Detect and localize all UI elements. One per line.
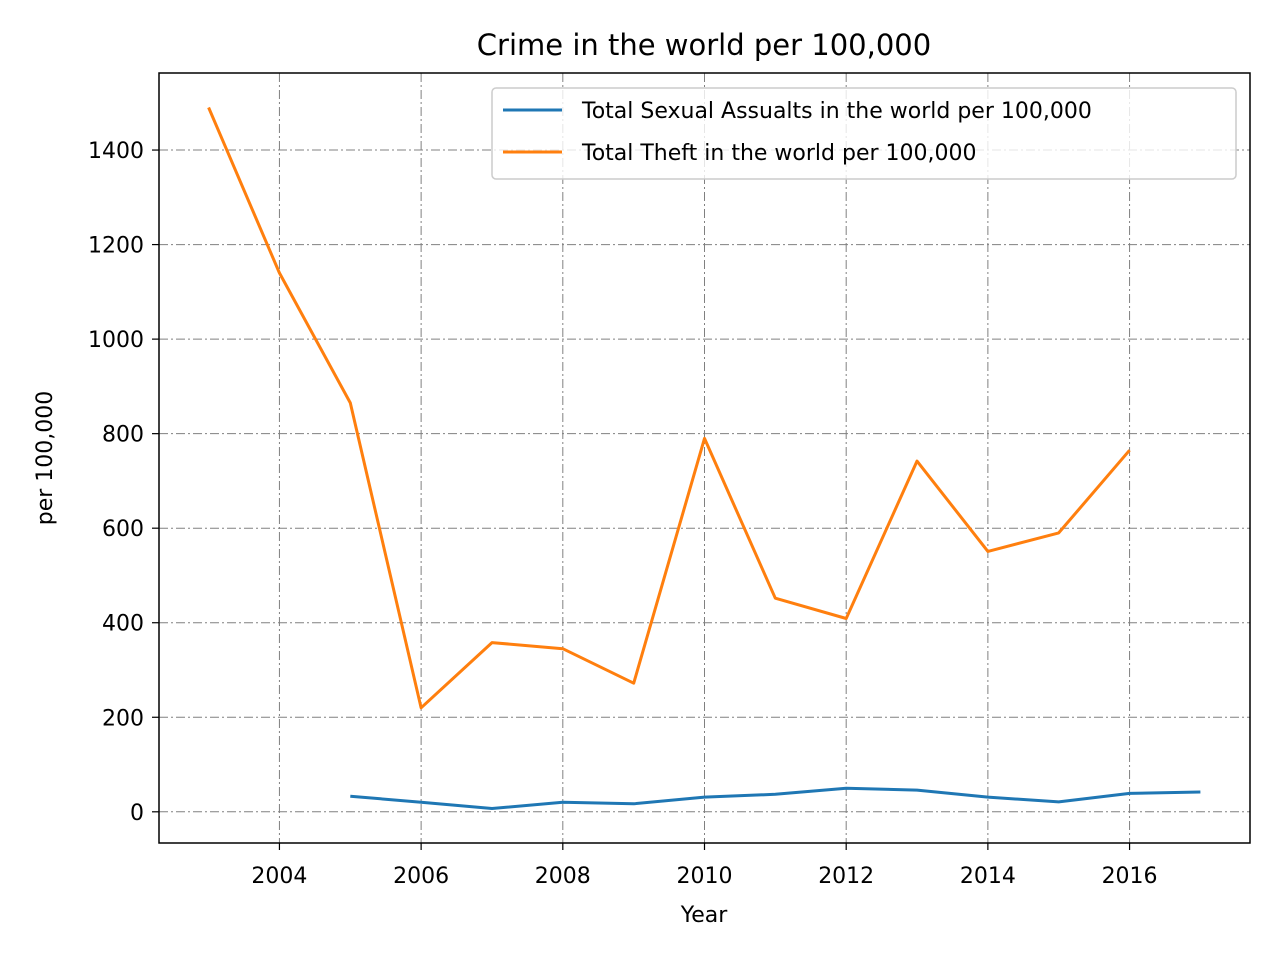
legend-label-sexual-assaults: Total Sexual Assualts in the world per 1… bbox=[581, 99, 1092, 124]
series-line-1 bbox=[207, 106, 1131, 710]
y-axis-ticks: 0 200 400 600 800 1000 1200 1400 bbox=[88, 139, 159, 826]
x-tick-label: 2012 bbox=[818, 864, 874, 889]
series-line-0 bbox=[350, 786, 1201, 810]
chart-title: Crime in the world per 100,000 bbox=[477, 28, 931, 62]
y-tick-label: 1000 bbox=[88, 328, 144, 353]
x-axis-label: Year bbox=[680, 903, 729, 928]
legend-box bbox=[491, 87, 1237, 180]
x-tick-label: 2008 bbox=[535, 864, 591, 889]
x-tick-label: 2010 bbox=[677, 864, 733, 889]
y-tick-label: 1200 bbox=[88, 234, 144, 259]
y-tick-label: 400 bbox=[102, 612, 144, 637]
y-tick-label: 0 bbox=[130, 801, 144, 826]
y-tick-label: 200 bbox=[102, 706, 144, 731]
x-tick-label: 2006 bbox=[393, 864, 449, 889]
legend: Total Sexual Assualts in the world per 1… bbox=[491, 87, 1237, 180]
x-axis-ticks: 2004 2006 2008 2010 2012 2014 2016 bbox=[251, 843, 1158, 889]
x-tick-label: 2014 bbox=[960, 864, 1016, 889]
legend-label-theft: Total Theft in the world per 100,000 bbox=[581, 141, 977, 166]
y-axis-label: per 100,000 bbox=[33, 391, 58, 526]
y-tick-label: 800 bbox=[102, 423, 144, 448]
x-tick-label: 2004 bbox=[251, 864, 307, 889]
x-tick-label: 2016 bbox=[1102, 864, 1158, 889]
y-tick-label: 1400 bbox=[88, 139, 144, 164]
series-lines bbox=[207, 106, 1201, 810]
y-tick-label: 600 bbox=[102, 517, 144, 542]
